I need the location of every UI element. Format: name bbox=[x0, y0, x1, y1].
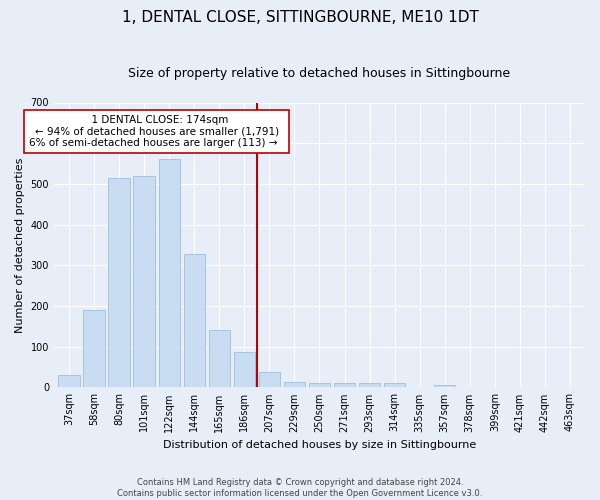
Bar bbox=[284, 382, 305, 388]
Text: 1 DENTAL CLOSE: 174sqm
← 94% of detached houses are smaller (1,791)
6% of semi-d: 1 DENTAL CLOSE: 174sqm ← 94% of detached… bbox=[29, 114, 284, 148]
Text: Contains HM Land Registry data © Crown copyright and database right 2024.
Contai: Contains HM Land Registry data © Crown c… bbox=[118, 478, 482, 498]
Bar bbox=[434, 384, 455, 388]
Bar bbox=[83, 310, 104, 388]
Bar bbox=[109, 178, 130, 388]
Bar bbox=[334, 384, 355, 388]
Bar bbox=[384, 383, 405, 388]
Y-axis label: Number of detached properties: Number of detached properties bbox=[15, 158, 25, 332]
Bar bbox=[209, 330, 230, 388]
Bar bbox=[58, 375, 80, 388]
Title: Size of property relative to detached houses in Sittingbourne: Size of property relative to detached ho… bbox=[128, 68, 511, 80]
Bar bbox=[259, 372, 280, 388]
Text: 1, DENTAL CLOSE, SITTINGBOURNE, ME10 1DT: 1, DENTAL CLOSE, SITTINGBOURNE, ME10 1DT bbox=[122, 10, 478, 25]
X-axis label: Distribution of detached houses by size in Sittingbourne: Distribution of detached houses by size … bbox=[163, 440, 476, 450]
Bar bbox=[184, 254, 205, 388]
Bar bbox=[309, 383, 330, 388]
Bar bbox=[133, 176, 155, 388]
Bar bbox=[158, 160, 180, 388]
Bar bbox=[233, 352, 255, 388]
Bar bbox=[359, 384, 380, 388]
